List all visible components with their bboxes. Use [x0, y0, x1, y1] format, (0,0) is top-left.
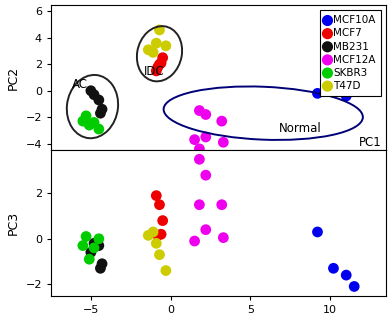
Point: [88, 250, 94, 255]
Point: [80, 119, 86, 124]
Point: [99, 107, 105, 112]
Point: [150, 50, 156, 55]
Point: [160, 55, 166, 60]
Y-axis label: PC3: PC3: [7, 211, 20, 235]
Point: [191, 137, 198, 142]
Point: [150, 229, 156, 234]
Point: [155, 64, 161, 69]
Point: [191, 238, 198, 244]
Point: [343, 273, 349, 278]
Point: [91, 241, 97, 246]
Point: [330, 266, 337, 271]
Point: [91, 120, 97, 125]
Point: [196, 108, 203, 113]
Point: [156, 202, 163, 207]
Y-axis label: PC2: PC2: [7, 66, 20, 89]
Point: [196, 202, 203, 207]
Point: [314, 229, 321, 234]
Point: [351, 284, 358, 289]
Text: AC: AC: [72, 78, 88, 91]
Point: [96, 127, 102, 132]
Point: [153, 241, 160, 246]
Point: [145, 233, 151, 238]
Point: [86, 122, 93, 128]
Point: [160, 218, 166, 223]
Point: [163, 268, 169, 273]
Point: [153, 68, 160, 74]
Legend: MCF10A, MCF7, MB231, MCF12A, SKBR3, T47D: MCF10A, MCF7, MB231, MCF12A, SKBR3, T47D: [319, 10, 381, 96]
Point: [220, 235, 227, 240]
Point: [96, 236, 102, 241]
Text: Normal: Normal: [279, 122, 322, 135]
Point: [196, 157, 203, 162]
Point: [80, 243, 86, 248]
Point: [156, 27, 163, 33]
Point: [156, 252, 163, 257]
Point: [203, 112, 209, 117]
Point: [96, 243, 102, 248]
Point: [351, 87, 358, 92]
Point: [145, 47, 151, 52]
Point: [220, 140, 227, 145]
Point: [343, 93, 349, 99]
Point: [91, 92, 97, 97]
Text: PC1: PC1: [359, 136, 381, 149]
Point: [88, 88, 94, 93]
Point: [314, 91, 321, 96]
Point: [196, 146, 203, 151]
Point: [330, 84, 337, 89]
Point: [83, 113, 89, 119]
Point: [153, 193, 160, 198]
Point: [83, 234, 89, 239]
Point: [153, 41, 160, 46]
Point: [155, 233, 161, 238]
Point: [99, 261, 105, 266]
Point: [91, 245, 97, 250]
Point: [203, 227, 209, 232]
Point: [156, 62, 163, 67]
Point: [163, 43, 169, 48]
Point: [203, 134, 209, 140]
Point: [97, 266, 103, 271]
Point: [97, 110, 103, 116]
Point: [86, 256, 93, 262]
Point: [203, 172, 209, 178]
Point: [219, 202, 225, 207]
Text: IDC: IDC: [143, 65, 164, 78]
Point: [158, 232, 164, 237]
Point: [158, 60, 164, 66]
Point: [219, 119, 225, 124]
Point: [96, 98, 102, 103]
